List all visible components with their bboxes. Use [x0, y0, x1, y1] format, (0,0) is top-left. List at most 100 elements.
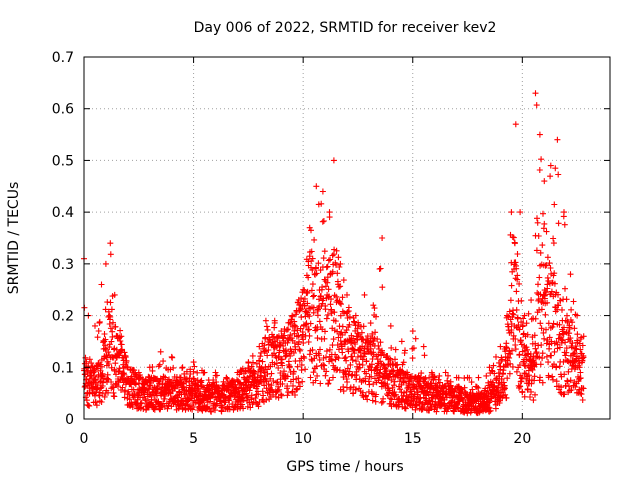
data-point: [353, 358, 359, 365]
data-point: [542, 311, 549, 318]
data-point: [571, 349, 578, 356]
data-point: [223, 374, 230, 381]
data-point: [546, 334, 553, 341]
data-point: [309, 255, 316, 262]
data-point: [532, 90, 539, 97]
data-point: [486, 405, 493, 412]
data-point: [391, 382, 397, 389]
data-point: [107, 325, 114, 332]
data-point: [298, 367, 305, 374]
data-point: [534, 215, 540, 222]
data-point: [327, 256, 334, 263]
data-point: [82, 354, 89, 361]
data-point: [353, 372, 360, 379]
data-point: [328, 310, 335, 317]
data-point: [162, 393, 169, 399]
data-point: [335, 334, 342, 341]
data-point: [334, 270, 341, 277]
data-point: [179, 364, 186, 371]
data-point: [316, 318, 323, 325]
data-point: [320, 361, 327, 368]
data-point: [528, 388, 534, 395]
data-point: [272, 393, 279, 400]
data-point: [95, 328, 102, 334]
data-point: [538, 342, 545, 348]
data-point: [368, 361, 375, 368]
data-point: [379, 284, 386, 291]
data-point: [568, 387, 575, 393]
data-point: [538, 156, 545, 163]
data-point: [343, 327, 350, 334]
data-point: [298, 361, 305, 368]
data-point: [102, 345, 109, 352]
data-point: [275, 365, 282, 371]
data-point: [112, 323, 119, 330]
x-tick-label: 20: [513, 431, 531, 447]
x-tick-label: 10: [294, 431, 312, 447]
data-point: [418, 370, 425, 377]
data-point: [278, 392, 285, 399]
data-point: [183, 368, 190, 375]
data-point: [508, 209, 515, 216]
data-point: [191, 363, 198, 370]
data-point: [325, 257, 332, 264]
data-point: [265, 347, 272, 353]
data-point: [334, 328, 341, 335]
data-point: [324, 311, 331, 318]
data-point: [517, 337, 524, 344]
data-point: [110, 319, 116, 326]
data-point: [519, 389, 526, 396]
data-point: [147, 382, 154, 389]
data-point: [503, 394, 510, 401]
data-point: [579, 342, 586, 349]
data-point: [330, 336, 337, 343]
data-point: [566, 383, 572, 390]
y-tick-label: 0.1: [52, 360, 74, 376]
data-point: [543, 228, 550, 235]
data-point: [112, 360, 119, 367]
data-point: [317, 346, 323, 353]
data-point: [561, 371, 568, 378]
data-point: [421, 352, 428, 359]
data-point: [561, 209, 567, 216]
data-point: [320, 218, 327, 224]
data-point: [532, 391, 538, 398]
data-point: [194, 369, 201, 376]
data-point: [574, 331, 581, 338]
data-point: [464, 374, 471, 381]
data-point: [217, 398, 224, 405]
data-point: [283, 326, 290, 333]
data-point: [408, 377, 415, 384]
data-point: [156, 361, 163, 368]
data-point: [558, 384, 565, 391]
data-point: [104, 371, 111, 378]
data-point: [170, 364, 177, 371]
data-point: [518, 319, 525, 326]
data-point: [556, 321, 563, 328]
data-point: [96, 318, 103, 325]
data-point: [517, 383, 524, 390]
data-point: [388, 377, 395, 384]
data-point: [538, 306, 545, 313]
data-point: [271, 324, 278, 331]
data-point: [138, 399, 145, 406]
data-point: [273, 379, 280, 386]
data-point: [314, 372, 321, 379]
data-point: [313, 270, 320, 277]
data-point: [339, 294, 346, 301]
data-point: [335, 254, 342, 261]
data-point: [105, 389, 111, 396]
data-point: [279, 362, 286, 369]
data-point: [554, 136, 561, 143]
data-point: [412, 406, 419, 413]
data-point: [248, 392, 255, 399]
data-point: [249, 352, 256, 359]
data-point: [537, 361, 544, 368]
data-point: [513, 288, 520, 295]
data-point: [564, 358, 571, 364]
data-point: [388, 396, 395, 403]
data-point: [521, 312, 528, 319]
data-point: [322, 372, 329, 379]
data-point: [564, 378, 571, 385]
data-point: [509, 347, 515, 354]
